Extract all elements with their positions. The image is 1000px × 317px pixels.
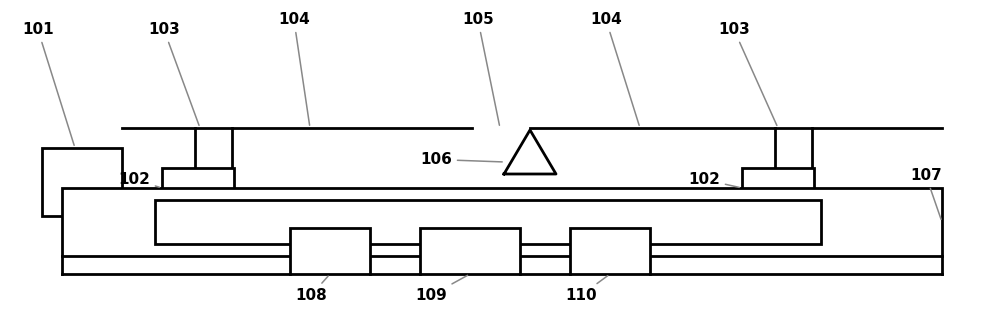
Text: 103: 103 — [148, 22, 199, 126]
Text: 107: 107 — [910, 168, 942, 219]
Text: 109: 109 — [415, 275, 468, 303]
Text: 103: 103 — [718, 22, 777, 126]
Text: 105: 105 — [462, 12, 499, 125]
Text: 102: 102 — [118, 172, 159, 187]
Text: 104: 104 — [590, 12, 639, 125]
Bar — [742, 168, 814, 226]
Bar — [62, 188, 942, 256]
Text: 102: 102 — [688, 172, 739, 187]
Bar — [162, 168, 234, 226]
Bar — [420, 228, 520, 274]
Bar — [290, 228, 370, 274]
Text: 104: 104 — [278, 12, 310, 125]
Text: 110: 110 — [565, 276, 608, 303]
Bar — [155, 200, 821, 244]
Bar — [570, 228, 650, 274]
Text: 108: 108 — [295, 276, 328, 303]
Text: 106: 106 — [420, 152, 502, 167]
Text: 101: 101 — [22, 22, 74, 146]
Bar — [42, 148, 122, 216]
